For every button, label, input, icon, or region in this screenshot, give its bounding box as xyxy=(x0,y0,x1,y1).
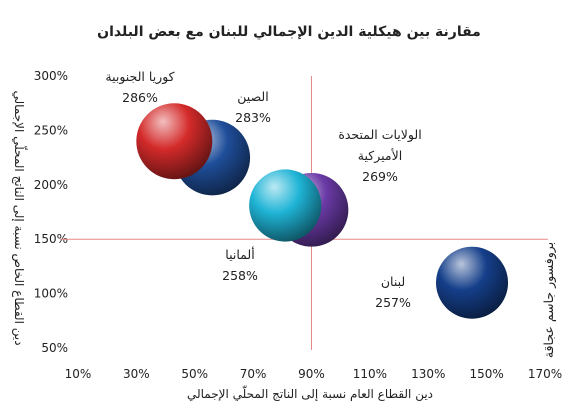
y-tick-label: 50% xyxy=(41,341,68,355)
label-china: الصين 283% xyxy=(235,89,271,125)
y-tick-label: 250% xyxy=(34,123,68,137)
y-tick-label: 150% xyxy=(34,232,68,246)
x-tick-label: 90% xyxy=(298,367,325,381)
bubble-germany xyxy=(249,169,322,242)
x-tick-label: 130% xyxy=(411,367,445,381)
x-tick-label: 170% xyxy=(528,367,562,381)
label-usa: الولايات المتحدة الأميركية 269% xyxy=(338,127,421,184)
y-tick-label: 200% xyxy=(34,178,68,192)
x-tick-label: 50% xyxy=(181,367,208,381)
y-axis-title: دين القطاع الخاص نسبة إلى الناتج المحلّي… xyxy=(11,90,29,345)
bubble-lebanon xyxy=(436,246,509,319)
chart-title: مقارنة بين هيكلية الدين الإجمالي للبنان … xyxy=(97,24,481,40)
label-germany: ألمانيا 258% xyxy=(222,246,258,283)
x-tick-label: 30% xyxy=(123,367,150,381)
x-tick-label: 150% xyxy=(469,367,503,381)
label-south-korea: كوريا الجنوبية 286% xyxy=(105,69,174,105)
label-lebanon: لبنان 257% xyxy=(375,274,411,310)
y-tick-label: 100% xyxy=(34,287,68,301)
x-tick-label: 10% xyxy=(65,367,92,381)
x-tick-label: 110% xyxy=(353,367,387,381)
side-note: بروفسور جاسم عجاقة xyxy=(541,242,557,358)
y-tick-label: 300% xyxy=(34,69,68,83)
x-axis-title: دين القطاع العام نسبة إلى الناتج المحلّي… xyxy=(187,384,433,402)
bubble-south-korea xyxy=(136,103,213,180)
x-tick-label: 70% xyxy=(240,367,267,381)
